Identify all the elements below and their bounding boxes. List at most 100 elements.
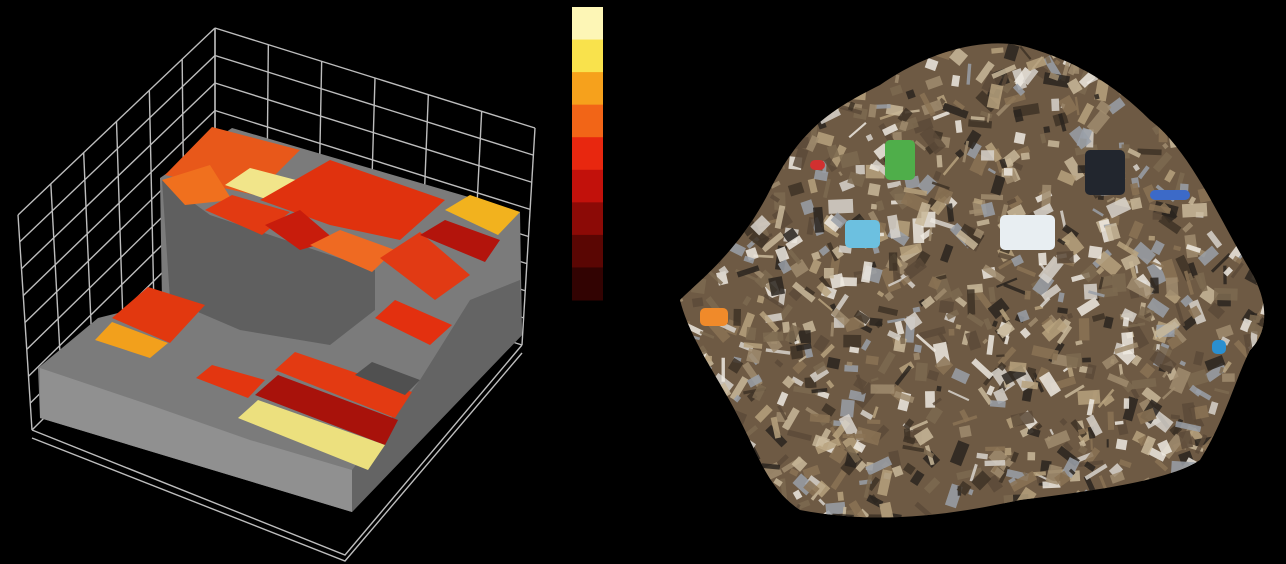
debris <box>1027 427 1041 438</box>
debris <box>1059 210 1067 228</box>
debris <box>1092 208 1104 217</box>
debris <box>971 470 992 491</box>
debris <box>1223 266 1234 277</box>
debris <box>1158 214 1182 235</box>
debris <box>718 265 729 277</box>
debris <box>738 312 755 338</box>
debris <box>877 469 893 497</box>
debris <box>867 183 881 197</box>
debris <box>1057 238 1066 246</box>
debris <box>1107 97 1126 115</box>
debris <box>931 181 950 190</box>
debris <box>811 251 821 261</box>
debris <box>773 478 783 487</box>
debris <box>870 203 878 210</box>
debris <box>986 113 991 123</box>
debris <box>881 123 899 136</box>
debris <box>949 440 970 467</box>
floor-edge <box>31 352 523 562</box>
debris <box>861 338 872 351</box>
debris <box>982 264 1006 283</box>
debris <box>973 228 985 239</box>
debris <box>1120 308 1138 323</box>
debris <box>745 326 757 341</box>
debris <box>1189 384 1203 397</box>
debris <box>1019 327 1031 339</box>
debris <box>746 348 762 364</box>
debris <box>808 259 822 275</box>
debris <box>947 389 970 402</box>
debris <box>1108 463 1124 478</box>
debris <box>791 281 816 303</box>
debris <box>804 286 816 296</box>
colorbar <box>572 7 603 301</box>
debris <box>1207 302 1226 320</box>
debris <box>742 295 752 306</box>
debris <box>761 463 781 470</box>
debris <box>1090 437 1093 450</box>
debris <box>877 305 899 317</box>
debris <box>1022 471 1028 477</box>
debris <box>780 478 788 505</box>
debris <box>884 291 894 302</box>
debris <box>1012 83 1026 96</box>
block-top <box>265 210 335 250</box>
debris <box>899 120 909 132</box>
debris <box>919 92 936 117</box>
debris <box>1009 361 1027 373</box>
debris <box>803 480 820 497</box>
debris <box>968 119 993 129</box>
debris <box>793 340 800 345</box>
debris <box>996 277 1018 288</box>
debris <box>959 409 970 423</box>
debris <box>745 425 759 437</box>
debris <box>798 499 811 510</box>
debris <box>787 181 805 197</box>
debris <box>775 246 790 263</box>
block-top <box>238 400 385 470</box>
debris <box>1076 296 1100 317</box>
debris <box>774 205 786 229</box>
debris <box>1095 100 1112 115</box>
debris <box>1077 102 1095 125</box>
debris <box>1221 360 1232 374</box>
colorbar-segment <box>572 202 603 236</box>
block-model <box>38 127 522 512</box>
debris <box>1035 366 1050 384</box>
block-face <box>352 280 522 512</box>
debris <box>1094 93 1100 100</box>
debris <box>984 460 1006 467</box>
debris <box>1004 447 1012 456</box>
debris <box>763 293 785 309</box>
debris <box>823 267 834 279</box>
debris <box>1181 202 1208 218</box>
debris <box>760 275 767 288</box>
debris <box>805 135 819 153</box>
debris <box>791 376 804 387</box>
debris <box>956 480 972 496</box>
debris <box>812 480 831 498</box>
debris <box>849 346 860 354</box>
debris <box>1049 428 1054 436</box>
debris-item <box>845 220 880 248</box>
debris <box>1118 459 1132 469</box>
debris <box>932 397 942 406</box>
debris <box>909 470 925 487</box>
debris <box>854 426 882 446</box>
debris <box>1137 148 1162 156</box>
block-top <box>310 230 395 272</box>
debris <box>870 377 879 382</box>
debris <box>1106 196 1115 203</box>
debris <box>1197 272 1208 292</box>
debris <box>928 227 933 242</box>
debris <box>904 420 929 433</box>
debris <box>1041 283 1062 302</box>
debris <box>962 140 970 163</box>
debris <box>865 133 874 142</box>
debris <box>1003 43 1020 62</box>
debris <box>1044 429 1071 449</box>
debris <box>1183 270 1194 296</box>
debris <box>924 57 939 72</box>
debris <box>1004 335 1010 345</box>
